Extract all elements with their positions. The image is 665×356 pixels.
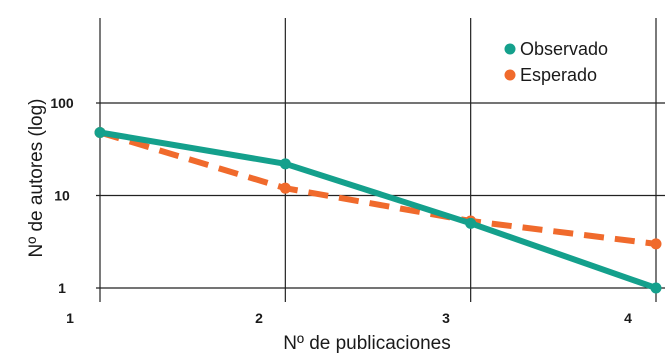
data-point-esperado [279, 182, 291, 194]
y-tick-label: 1 [58, 280, 66, 296]
legend-marker-esperado [504, 69, 516, 81]
x-tick-label: 4 [624, 310, 632, 326]
y-tick-label: 10 [54, 188, 70, 204]
legend-marker-observado [504, 43, 516, 55]
x-tick-label: 1 [66, 310, 74, 326]
legend-label-esperado: Esperado [520, 65, 597, 85]
y-axis-ticks: 1 10 100 [50, 95, 74, 296]
data-point-observado [94, 126, 106, 138]
data-point-observado [465, 217, 477, 229]
x-tick-label: 3 [442, 310, 450, 326]
series-line-esperado [99, 129, 657, 247]
data-point-observado [279, 158, 291, 170]
legend-label-observado: Observado [520, 39, 608, 59]
x-tick-label: 2 [255, 310, 263, 326]
legend: Observado Esperado [504, 39, 608, 85]
x-axis-ticks: 1 2 3 4 [66, 310, 632, 326]
data-point-esperado [650, 238, 662, 250]
x-axis-title: Nº de publicaciones [283, 333, 450, 354]
series-group [94, 126, 662, 294]
y-tick-label: 100 [50, 95, 74, 111]
series-line-observado [99, 129, 657, 291]
data-point-observado [650, 282, 662, 294]
y-axis-title: Nº de autores (log) [26, 98, 47, 257]
